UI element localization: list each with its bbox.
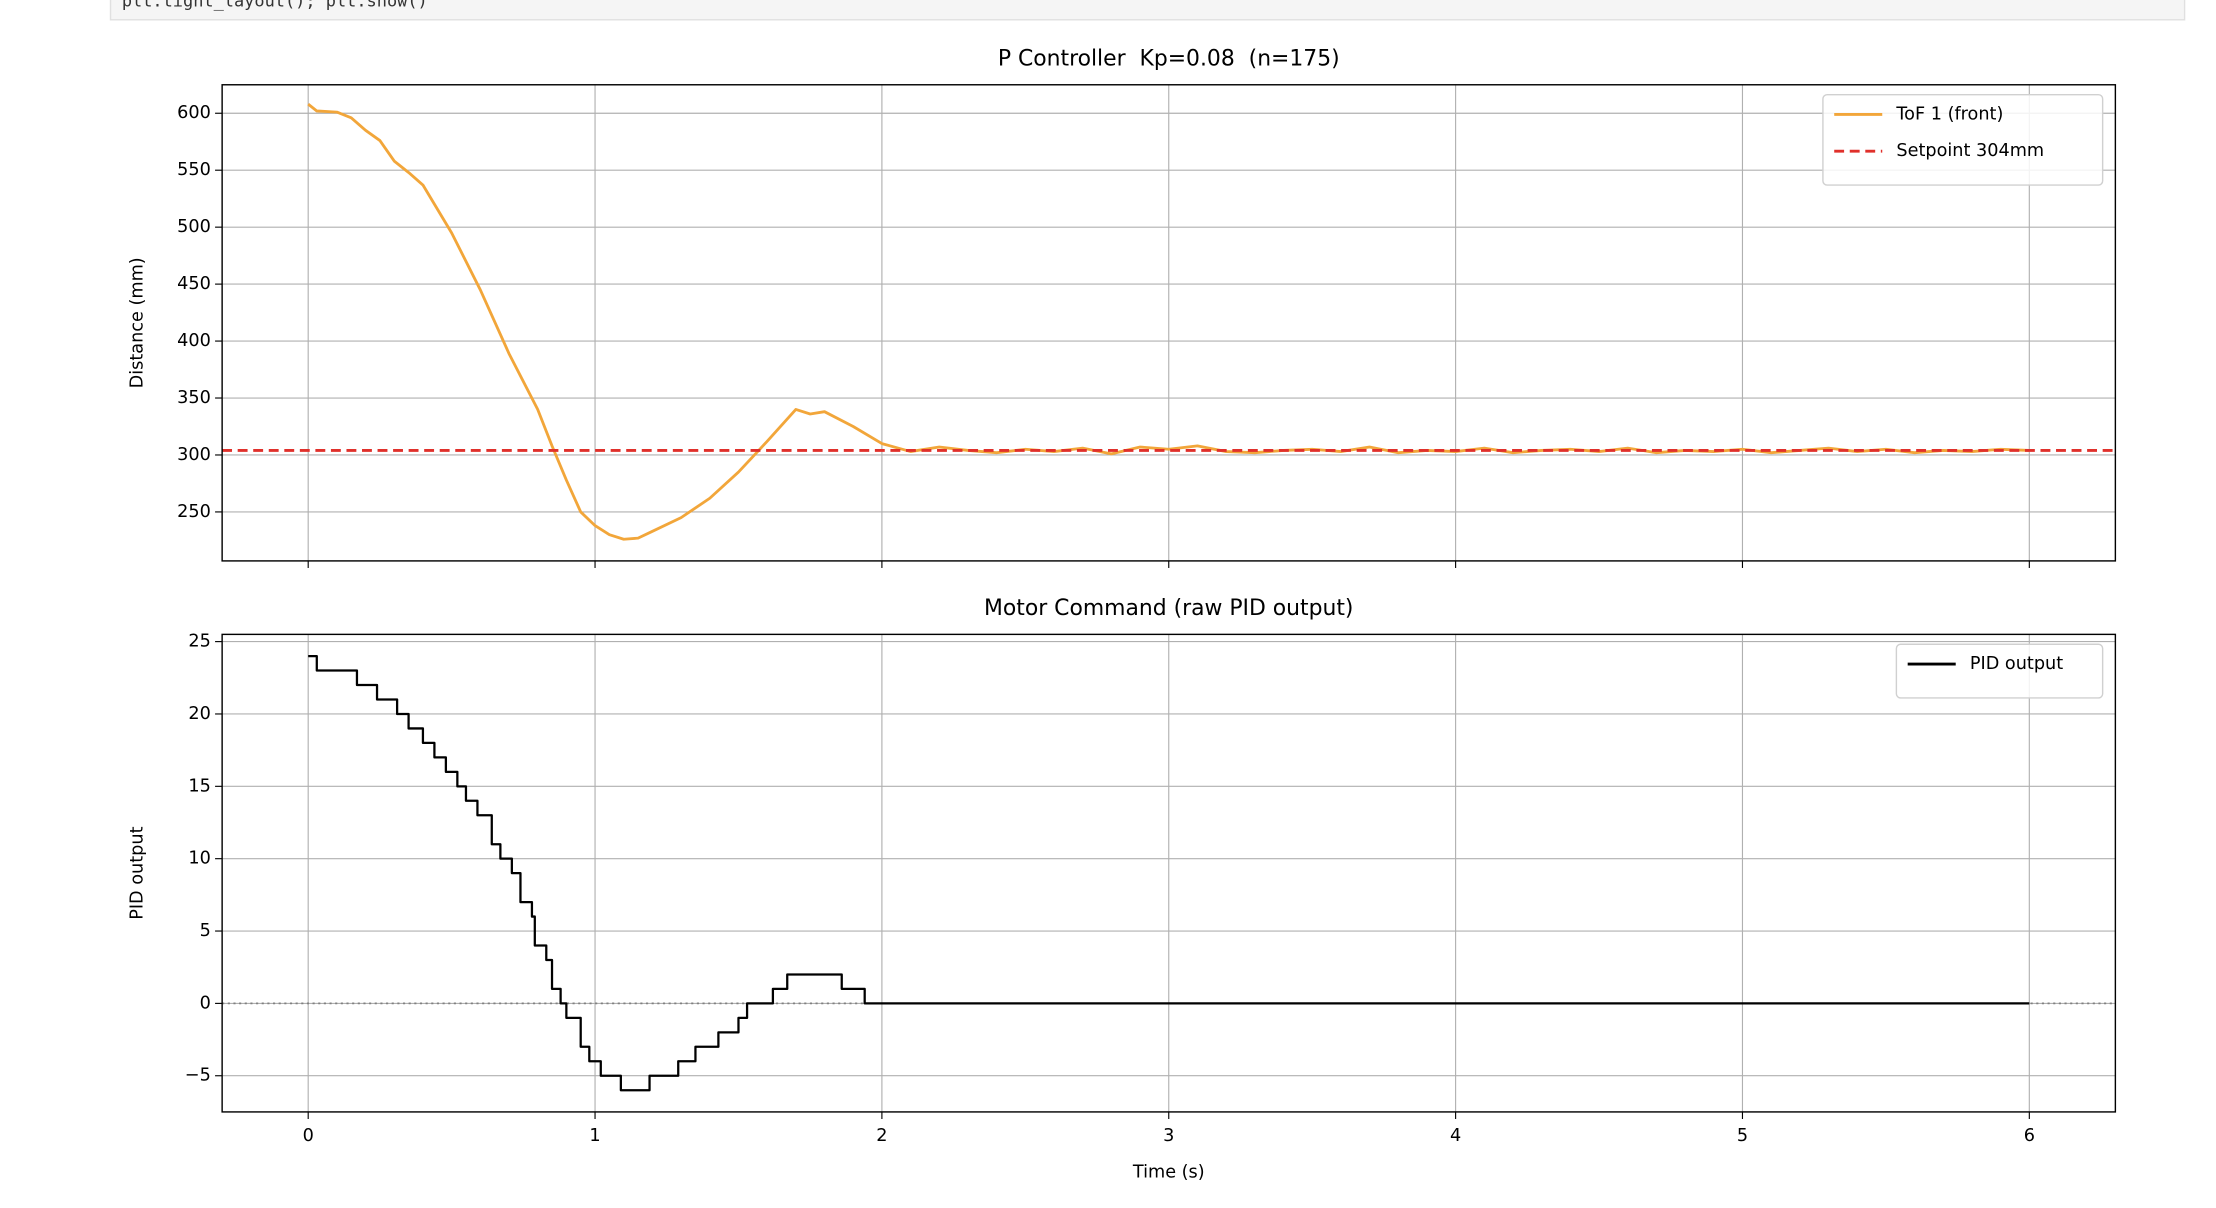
y-tick-label: 600 (177, 103, 211, 123)
x-tick-label: 2 (876, 1126, 887, 1146)
y-tick-label: 300 (177, 445, 211, 465)
code-cell (109, 0, 2186, 21)
y-tick-label: 250 (177, 502, 211, 522)
y-tick-label: 350 (177, 388, 211, 408)
legend-box (1822, 93, 2104, 186)
plot-frame (221, 633, 2117, 1113)
data-line (308, 654, 2030, 1092)
code-line: plt.tight_layout(); plt.show() (122, 0, 428, 10)
y-tick-label: 450 (177, 274, 211, 294)
x-tick-label: 0 (303, 1126, 314, 1146)
chart-title: Motor Command (raw PID output) (984, 596, 1353, 621)
y-axis-label: Distance (mm) (127, 257, 147, 388)
legend-label: ToF 1 (front) (1895, 104, 2003, 124)
x-tick-label: 6 (2024, 1126, 2035, 1146)
y-tick-label: 15 (188, 776, 210, 796)
legend-box (1895, 643, 2104, 699)
x-tick-label: 3 (1163, 1126, 1174, 1146)
chart-title: P Controller Kp=0.08 (n=175) (998, 46, 1340, 71)
y-tick-label: 25 (188, 632, 210, 652)
y-tick-label: −5 (185, 1066, 211, 1086)
y-tick-label: 10 (188, 849, 210, 869)
y-axis-label: PID output (127, 826, 147, 919)
y-tick-label: 500 (177, 217, 211, 237)
y-tick-label: 20 (188, 704, 210, 724)
x-axis-label: Time (s) (1132, 1163, 1205, 1183)
plot-frame (221, 84, 2117, 562)
y-tick-label: 5 (200, 921, 211, 941)
x-tick-label: 1 (589, 1126, 600, 1146)
y-tick-label: 400 (177, 331, 211, 351)
legend-label: Setpoint 304mm (1896, 141, 2044, 161)
y-tick-label: 0 (200, 993, 211, 1013)
x-tick-label: 5 (1737, 1126, 1748, 1146)
x-tick-label: 4 (1450, 1126, 1461, 1146)
y-tick-label: 550 (177, 160, 211, 180)
legend-label: PID output (1970, 654, 2063, 674)
